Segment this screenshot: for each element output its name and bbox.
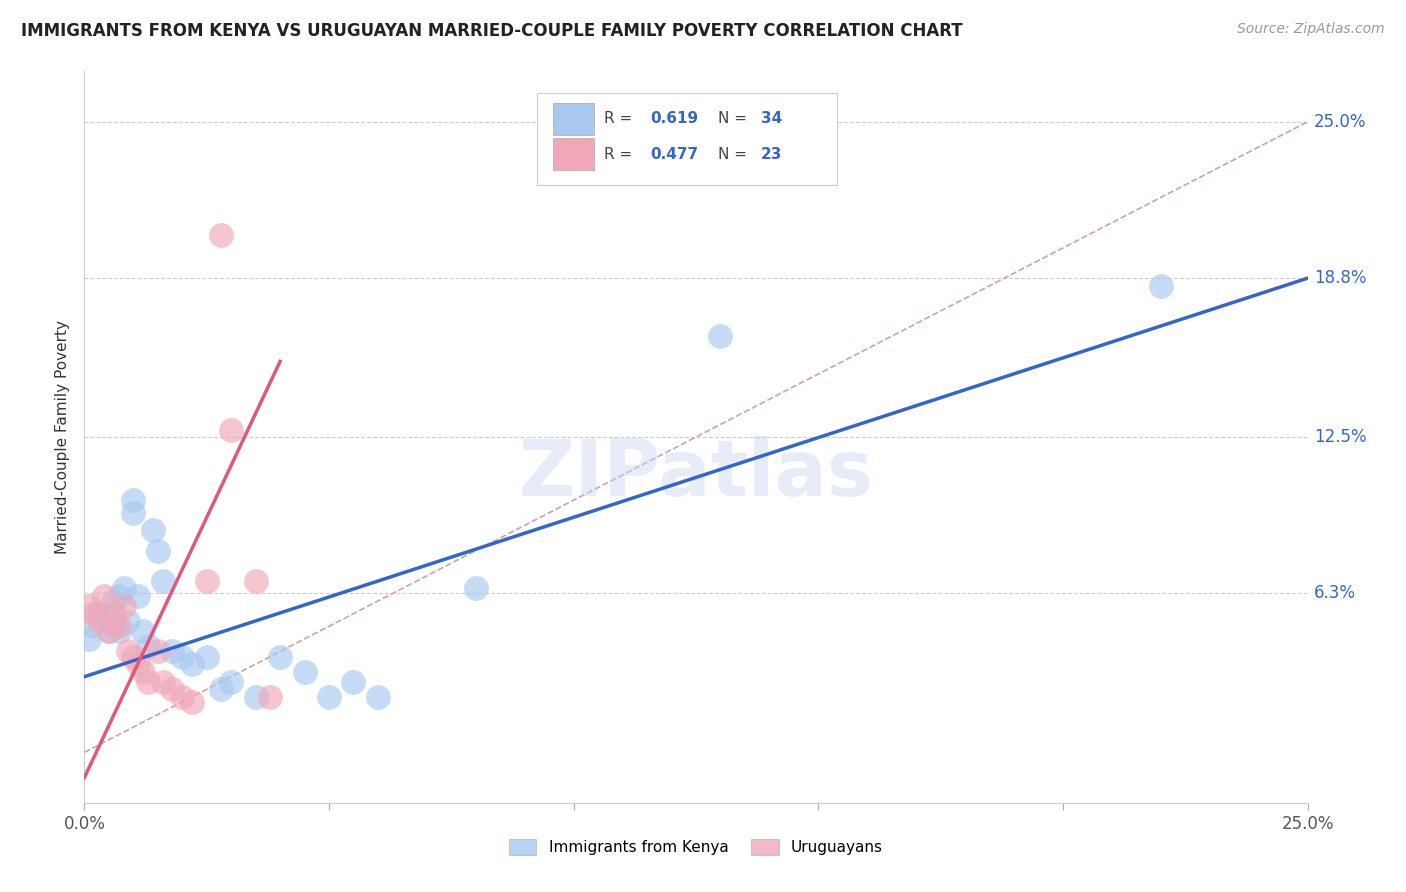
Point xyxy=(117,644,139,658)
Text: 0.477: 0.477 xyxy=(651,146,699,161)
Text: 12.5%: 12.5% xyxy=(1313,428,1367,446)
Point xyxy=(132,624,155,639)
Text: 23: 23 xyxy=(761,146,782,161)
Point xyxy=(172,649,194,664)
Point xyxy=(132,665,155,679)
Point xyxy=(709,329,731,343)
Point xyxy=(367,690,389,704)
Point xyxy=(136,674,159,689)
Text: Source: ZipAtlas.com: Source: ZipAtlas.com xyxy=(1237,22,1385,37)
Point xyxy=(269,649,291,664)
Point xyxy=(294,665,316,679)
Point xyxy=(172,690,194,704)
Point xyxy=(195,649,218,664)
Point xyxy=(83,607,105,621)
Point xyxy=(77,632,100,646)
Text: N =: N = xyxy=(718,112,752,127)
Point xyxy=(142,524,165,538)
Point xyxy=(103,607,125,621)
Point xyxy=(209,682,232,697)
FancyBboxPatch shape xyxy=(553,138,595,170)
Y-axis label: Married-Couple Family Poverty: Married-Couple Family Poverty xyxy=(55,320,70,554)
FancyBboxPatch shape xyxy=(553,103,595,135)
Point xyxy=(107,619,129,633)
Point xyxy=(117,614,139,628)
Point xyxy=(245,574,267,588)
Point xyxy=(93,607,115,621)
Point xyxy=(103,619,125,633)
Point xyxy=(87,614,110,628)
Point xyxy=(97,624,120,639)
Text: IMMIGRANTS FROM KENYA VS URUGUAYAN MARRIED-COUPLE FAMILY POVERTY CORRELATION CHA: IMMIGRANTS FROM KENYA VS URUGUAYAN MARRI… xyxy=(21,22,963,40)
Point xyxy=(464,582,486,596)
Point xyxy=(181,695,204,709)
Point xyxy=(318,690,340,704)
Point xyxy=(219,674,242,689)
Point xyxy=(162,644,184,658)
Point xyxy=(112,582,135,596)
Text: N =: N = xyxy=(718,146,752,161)
Point xyxy=(122,506,145,520)
Point xyxy=(245,690,267,704)
Point xyxy=(219,423,242,437)
Point xyxy=(1150,278,1173,293)
Point xyxy=(152,674,174,689)
Text: 18.8%: 18.8% xyxy=(1313,269,1367,287)
Text: 6.3%: 6.3% xyxy=(1313,584,1355,602)
Point xyxy=(146,644,169,658)
Point xyxy=(93,589,115,603)
Point xyxy=(127,589,149,603)
Point xyxy=(209,228,232,243)
FancyBboxPatch shape xyxy=(537,94,837,185)
Point xyxy=(127,657,149,671)
Point xyxy=(162,682,184,697)
Point xyxy=(181,657,204,671)
Point xyxy=(122,649,145,664)
Text: R =: R = xyxy=(605,146,637,161)
Point xyxy=(259,690,281,704)
Text: 0.619: 0.619 xyxy=(651,112,699,127)
Point xyxy=(152,574,174,588)
Point xyxy=(107,624,129,639)
Point xyxy=(195,574,218,588)
Legend: Immigrants from Kenya, Uruguayans: Immigrants from Kenya, Uruguayans xyxy=(503,833,889,861)
Text: 34: 34 xyxy=(761,112,782,127)
Text: R =: R = xyxy=(605,112,637,127)
Point xyxy=(136,640,159,654)
Point xyxy=(83,619,105,633)
Point xyxy=(112,599,135,613)
Point xyxy=(97,624,120,639)
Point xyxy=(87,607,110,621)
Point xyxy=(342,674,364,689)
Point xyxy=(107,589,129,603)
Point xyxy=(146,543,169,558)
Point xyxy=(122,493,145,508)
Point xyxy=(77,599,100,613)
Point xyxy=(103,594,125,608)
Text: 25.0%: 25.0% xyxy=(1313,112,1367,131)
Text: ZIPatlas: ZIPatlas xyxy=(519,435,873,512)
